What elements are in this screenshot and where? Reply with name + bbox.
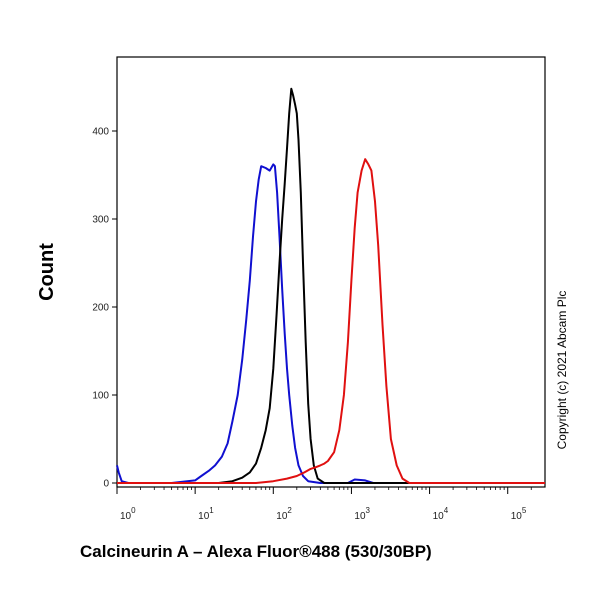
series-line-1 <box>116 163 545 484</box>
x-axis: 100 101 102 103 104 105 <box>116 487 532 522</box>
x-tick-label: 103 <box>354 506 370 522</box>
y-axis: 0 100 200 300 400 <box>92 127 117 490</box>
y-tick-label: 100 <box>92 391 109 402</box>
series-layer <box>116 87 545 484</box>
y-tick-label: 400 <box>92 127 109 138</box>
series-line-2 <box>117 87 545 484</box>
copyright-annotation: Copyright (c) 2021 Abcam Plc <box>555 291 569 450</box>
x-tick-label: 105 <box>511 506 527 522</box>
x-axis-title: Calcineurin A – Alexa Fluor®488 (530/30B… <box>80 542 432 561</box>
x-tick-label: 101 <box>198 506 214 522</box>
y-tick-label: 0 <box>103 479 109 490</box>
plot-frame <box>116 56 546 488</box>
x-tick-label: 104 <box>433 506 449 522</box>
y-tick-label: 300 <box>92 215 109 226</box>
x-tick-label: 102 <box>276 506 292 522</box>
x-tick-label: 100 <box>120 506 136 522</box>
y-axis-title: Count <box>36 243 58 301</box>
series-line-3 <box>117 158 545 484</box>
y-tick-label: 200 <box>92 303 109 314</box>
